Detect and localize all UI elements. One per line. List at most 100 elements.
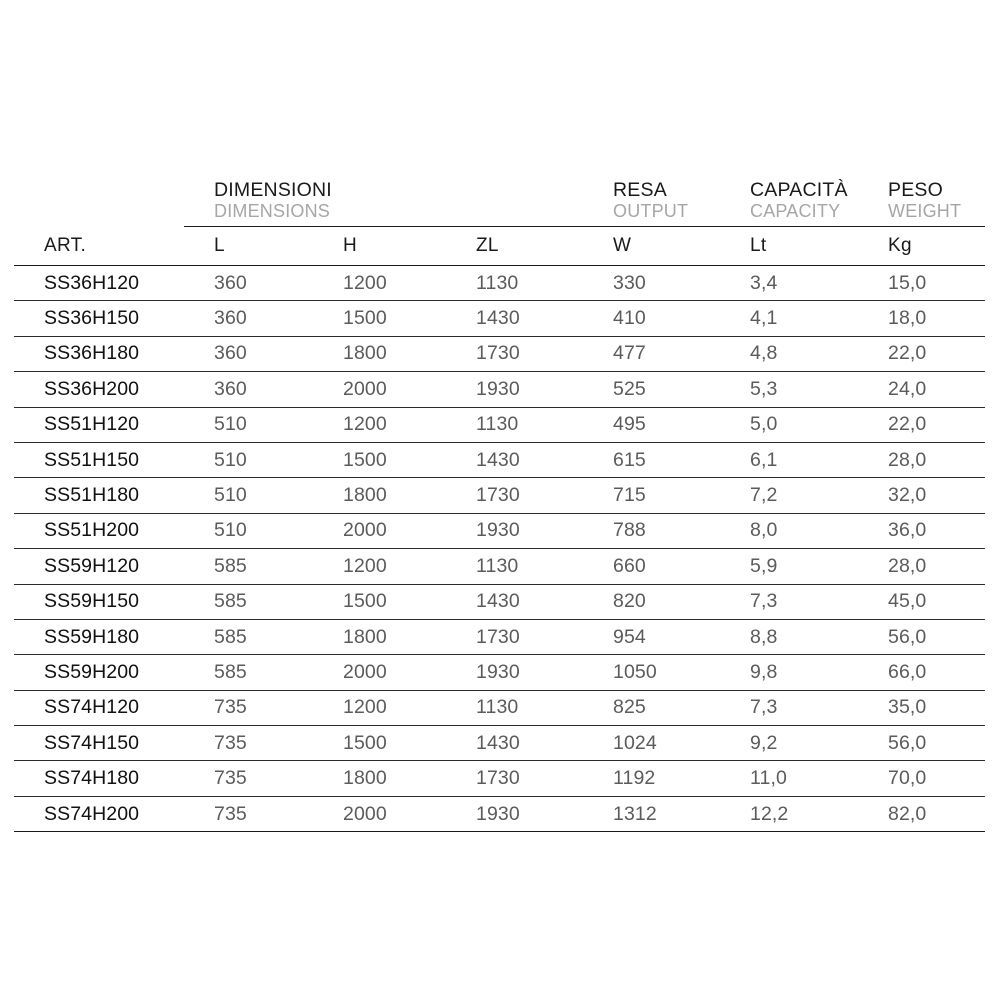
group-title-it-dimensioni: DIMENSIONI	[214, 178, 332, 201]
table-row: SS59H180 585 1800 1730 954 8,8 56,0	[14, 619, 985, 656]
value-kg: 82,0	[888, 802, 927, 825]
table-cell-lt: 5,9	[720, 548, 858, 585]
table-cell-h: 1200	[313, 548, 446, 585]
table-cell-zl: 1130	[446, 407, 583, 443]
column-header-zl: ZL	[446, 226, 583, 266]
article-code: SS51H120	[44, 413, 140, 436]
value-kg: 28,0	[888, 448, 927, 471]
table-cell-lt: 5,0	[720, 407, 858, 443]
table-cell-kg: 45,0	[858, 584, 985, 620]
value-l: 735	[214, 696, 247, 719]
value-lt: 7,3	[750, 696, 778, 719]
value-zl: 1430	[476, 307, 520, 330]
value-lt: 5,0	[750, 413, 778, 436]
table-cell-kg: 22,0	[858, 336, 985, 373]
group-title-it-peso: PESO	[888, 178, 943, 201]
table-cell-kg: 35,0	[858, 690, 985, 727]
column-header-kg: Kg	[858, 226, 985, 266]
group-label-dim-h	[313, 220, 446, 226]
value-zl: 1730	[476, 342, 520, 365]
value-kg: 66,0	[888, 660, 927, 683]
table-cell-zl: 1730	[446, 760, 583, 797]
value-kg: 15,0	[888, 271, 927, 294]
table-row: SS51H200 510 2000 1930 788 8,0 36,0	[14, 513, 985, 550]
value-l: 585	[214, 554, 247, 577]
table-cell-lt: 4,1	[720, 300, 858, 337]
value-h: 2000	[343, 377, 387, 400]
table-cell-art: SS74H200	[14, 796, 184, 833]
value-w: 715	[613, 484, 646, 507]
table-cell-h: 1500	[313, 442, 446, 479]
value-h: 1800	[343, 625, 387, 648]
value-h: 1500	[343, 448, 387, 471]
value-l: 360	[214, 307, 247, 330]
table-cell-zl: 1930	[446, 654, 583, 691]
table-cell-zl: 1930	[446, 371, 583, 408]
column-header-h: H	[313, 226, 446, 266]
group-label-dimensioni: DIMENSIONI DIMENSIONS	[184, 178, 332, 227]
table-cell-w: 615	[583, 442, 720, 479]
group-header-dim-h	[313, 168, 446, 227]
value-w: 477	[613, 342, 646, 365]
value-kg: 24,0	[888, 377, 927, 400]
table-cell-w: 525	[583, 371, 720, 408]
table-cell-zl: 1730	[446, 336, 583, 373]
value-l: 585	[214, 625, 247, 648]
value-lt: 5,3	[750, 377, 778, 400]
value-zl: 1730	[476, 625, 520, 648]
table-cell-kg: 28,0	[858, 442, 985, 479]
value-lt: 7,3	[750, 590, 778, 613]
table-cell-l: 360	[184, 300, 313, 337]
table-cell-art: SS59H120	[14, 548, 184, 585]
table-cell-l: 735	[184, 690, 313, 727]
table-row: SS36H200 360 2000 1930 525 5,3 24,0	[14, 371, 985, 408]
value-h: 2000	[343, 802, 387, 825]
table-cell-h: 2000	[313, 796, 446, 833]
table-cell-h: 1500	[313, 584, 446, 620]
table-cell-kg: 56,0	[858, 725, 985, 762]
table-cell-l: 585	[184, 619, 313, 656]
value-zl: 1130	[476, 413, 519, 436]
value-kg: 70,0	[888, 767, 927, 790]
table-cell-art: SS51H180	[14, 477, 184, 514]
column-header-label-lt: Lt	[750, 235, 767, 256]
table-cell-h: 1200	[313, 407, 446, 443]
table-row: SS36H120 360 1200 1130 330 3,4 15,0	[14, 265, 985, 302]
table-cell-w: 1050	[583, 654, 720, 691]
value-h: 1200	[343, 271, 387, 294]
table-cell-h: 1200	[313, 265, 446, 302]
table-cell-lt: 8,8	[720, 619, 858, 656]
table-cell-art: SS59H150	[14, 584, 184, 620]
value-w: 330	[613, 271, 646, 294]
table-cell-w: 1312	[583, 796, 720, 833]
table-cell-w: 788	[583, 513, 720, 550]
table-cell-h: 2000	[313, 513, 446, 550]
table-cell-zl: 1730	[446, 477, 583, 514]
value-h: 2000	[343, 519, 387, 542]
table-cell-art: SS36H200	[14, 371, 184, 408]
value-h: 1200	[343, 696, 387, 719]
value-kg: 45,0	[888, 590, 927, 613]
value-l: 735	[214, 767, 247, 790]
group-label-dim-zl	[446, 220, 583, 226]
value-h: 2000	[343, 660, 387, 683]
value-kg: 35,0	[888, 696, 927, 719]
table-row: SS74H150 735 1500 1430 1024 9,2 56,0	[14, 725, 985, 762]
table-cell-l: 735	[184, 760, 313, 797]
table-cell-art: SS59H200	[14, 654, 184, 691]
value-lt: 11,0	[750, 767, 787, 790]
value-zl: 1430	[476, 448, 520, 471]
table-cell-l: 585	[184, 654, 313, 691]
table-cell-w: 660	[583, 548, 720, 585]
value-zl: 1730	[476, 767, 520, 790]
value-w: 1050	[613, 660, 657, 683]
value-zl: 1130	[476, 271, 519, 294]
value-w: 825	[613, 696, 646, 719]
value-w: 525	[613, 377, 646, 400]
table-cell-kg: 36,0	[858, 513, 985, 550]
table-cell-lt: 9,8	[720, 654, 858, 691]
value-lt: 7,2	[750, 484, 778, 507]
table-cell-l: 585	[184, 584, 313, 620]
table-cell-kg: 82,0	[858, 796, 985, 833]
table-cell-w: 1192	[583, 760, 720, 797]
